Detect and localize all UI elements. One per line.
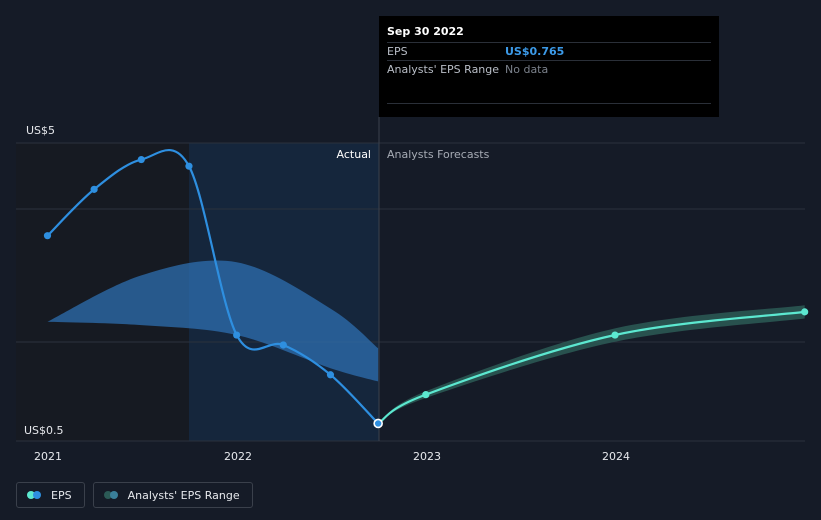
x-tick-2022: 2022 bbox=[224, 450, 252, 463]
eps-point-3[interactable] bbox=[185, 162, 193, 170]
eps-point-5[interactable] bbox=[279, 341, 287, 349]
eps-line-forecast bbox=[377, 310, 805, 425]
y-min-label: US$0.5 bbox=[24, 424, 64, 437]
x-tick-2023: 2023 bbox=[413, 450, 441, 463]
legend-range[interactable]: Analysts' EPS Range bbox=[92, 482, 253, 508]
tooltip-divider bbox=[387, 78, 711, 104]
eps-point-1[interactable] bbox=[90, 185, 98, 193]
eps-chart: Actual Analysts Forecasts US$5 US$0.5 20… bbox=[16, 117, 809, 463]
eps-point-7[interactable] bbox=[373, 418, 383, 429]
y-max-label: US$5 bbox=[26, 124, 55, 137]
tooltip-eps-value: US$0.765 bbox=[505, 45, 565, 58]
legend-eps-label: EPS bbox=[51, 488, 72, 502]
eps-point-4[interactable] bbox=[233, 331, 241, 339]
eps-legend-icon bbox=[27, 491, 43, 499]
eps-line-actual bbox=[46, 149, 379, 425]
forecast-label: Analysts Forecasts bbox=[387, 148, 490, 161]
x-tick-2021: 2021 bbox=[34, 450, 62, 463]
tooltip-range-label: Analysts' EPS Range bbox=[387, 63, 500, 76]
legend: EPS Analysts' EPS Range bbox=[16, 482, 253, 508]
forecast-point-3[interactable] bbox=[801, 308, 809, 316]
tooltip-range-value: No data bbox=[505, 63, 549, 76]
actual-label: Actual bbox=[337, 148, 371, 161]
eps-point-0[interactable] bbox=[43, 232, 52, 240]
x-tick-2024: 2024 bbox=[602, 450, 630, 463]
tooltip: Sep 30 2022 EPS US$0.765 Analysts' EPS R… bbox=[379, 16, 719, 117]
forecast-point-2[interactable] bbox=[611, 331, 619, 339]
forecast-point-1[interactable] bbox=[422, 391, 430, 399]
legend-range-label: Analysts' EPS Range bbox=[127, 488, 240, 502]
eps-point-6[interactable] bbox=[326, 371, 335, 379]
tooltip-eps-label: EPS bbox=[387, 45, 408, 58]
legend-eps[interactable]: EPS bbox=[16, 482, 85, 508]
tooltip-eps-row: EPS US$0.765 bbox=[387, 42, 711, 60]
eps-point-2[interactable] bbox=[137, 155, 145, 164]
range-legend-icon bbox=[103, 491, 120, 499]
tooltip-range-row: Analysts' EPS Range No data bbox=[387, 60, 711, 78]
forecast-range-band bbox=[378, 305, 805, 424]
tooltip-date: Sep 30 2022 bbox=[387, 25, 464, 38]
